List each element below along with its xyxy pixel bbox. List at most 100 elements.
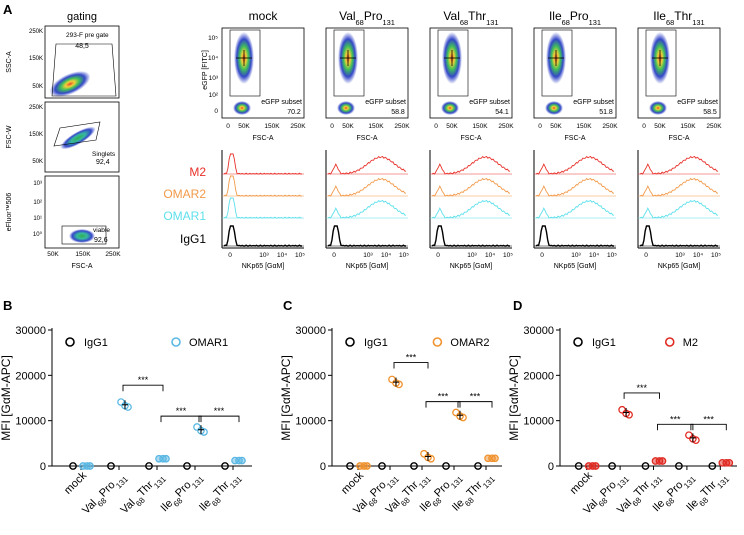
histogram-xtick: 0 (436, 252, 440, 259)
egfp-subset-label: eGFP subset (677, 99, 718, 106)
scatter-xtick: 250K (394, 123, 410, 130)
histogram-xtick: 10³ (675, 252, 685, 259)
gating-xtick-50k: 50K (47, 251, 59, 258)
scatter-xtick: 0 (330, 123, 334, 130)
tick-efluor-1e0: 10⁰ (33, 231, 43, 238)
significance-label: *** (438, 392, 449, 402)
scatter-xtick: 150K (680, 123, 696, 130)
point-isotype (708, 462, 717, 470)
scatter-ytick-1e4: 10⁴ (208, 55, 218, 62)
egfp-gate (541, 29, 573, 97)
scatter-ytick-1e2: 10² (209, 92, 219, 99)
y-tick-label: 10000 (295, 416, 326, 428)
legend-isotype-marker (573, 337, 583, 347)
histogram-omar2 (327, 177, 407, 197)
egfp-negative-density (545, 101, 563, 115)
legend-antibody-label: OMAR2 (450, 337, 489, 349)
histogram-m2 (327, 155, 407, 175)
scatter-ytick-1e3: 10³ (209, 75, 219, 82)
egfp-subset-label: eGFP subset (365, 99, 406, 106)
y-tick-label: 0 (320, 461, 326, 473)
point-isotype (183, 462, 191, 470)
scatter-xtick: 50K (550, 123, 562, 130)
point-isotype (474, 462, 482, 470)
point-isotype (346, 462, 354, 470)
egfp-negative-density (649, 101, 667, 115)
point-antibody (360, 462, 368, 470)
egfp-subset-value: 58.8 (391, 109, 405, 116)
histogram-xtick: 10⁴ (589, 252, 599, 259)
histogram-xtick: 10⁴ (485, 252, 495, 259)
point-antibody (159, 454, 167, 463)
y-axis-label: MFI [GαM-APC] (279, 355, 293, 441)
histogram-xtick: 10⁵ (503, 252, 513, 259)
column-title: mock (249, 9, 279, 23)
scatter-xlabel: FSC-A (461, 135, 482, 142)
scatter-xtick: 150K (472, 123, 488, 130)
gating-xtick-150k: 150K (75, 251, 91, 258)
tick-fscw-50k: 50K (32, 159, 43, 165)
gating-ylabel-ssc: SSC-A (6, 51, 13, 73)
egfp-negative-density (337, 101, 355, 115)
tick-fscw-150k: 150K (29, 132, 43, 138)
egfp-subset-value: 70.2 (287, 109, 301, 116)
scatter-xtick: 250K (706, 123, 722, 130)
histogram-xtick: 10³ (571, 252, 581, 259)
scatter-xtick: 150K (368, 123, 384, 130)
column-4: Ile68Thr131 eGFP subset 58.5 0 50K 150K 250K FS… (637, 9, 722, 270)
legend-antibody-label: OMAR1 (189, 337, 228, 349)
histogram-xlabel: NKp65 [GαM] (346, 263, 389, 270)
significance-bracket (690, 423, 727, 431)
histogram-xtick: 0 (644, 252, 648, 259)
column-3: Ile68Pro131 eGFP subset 51.8 0 50K 150K 250K FS… (533, 9, 618, 270)
egfp-subset-value: 51.8 (599, 109, 613, 116)
point-antibody (722, 458, 731, 467)
histogram-igg1 (535, 225, 614, 247)
column-1: Val68Pro131 eGFP subset 58.8 0 50K 150K 250K FS… (325, 9, 410, 270)
gating-value-fscw: 92,4 (96, 159, 110, 166)
category-label: mock (339, 469, 366, 496)
histogram-omar1 (431, 199, 511, 219)
y-tick-label: 0 (40, 461, 46, 473)
y-tick-label: 20000 (15, 370, 46, 382)
tick-ssc-250k: 250K (29, 29, 43, 35)
scatter-frame (221, 27, 305, 119)
histogram-xtick: 10⁵ (295, 252, 305, 259)
scatter-xtick: 150K (576, 123, 592, 130)
gating-plot-ssc: SSC-A 250K 150K 50K 293-F pre gate 48,5 (6, 25, 120, 99)
legend-antibody-marker (432, 337, 443, 347)
egfp-subset-value: 58.5 (703, 109, 717, 116)
histogram-omar1 (223, 197, 302, 219)
scatter-histogram-columns: mock eGFP subset 70.2 0 50K 150K 250K FSC-A 0 10³… (221, 9, 722, 270)
histogram-xtick: 10³ (259, 252, 269, 259)
histogram-igg1 (327, 225, 406, 247)
scatter-xtick: 250K (498, 123, 514, 130)
histogram-omar2 (639, 177, 719, 197)
histogram-omar2 (431, 177, 511, 197)
y-axis-label: MFI [GαM-APC] (0, 355, 13, 441)
scatter-xlabel: FSC-A (253, 135, 274, 142)
gating-plot-fscw: FSC-W 250K 150K 50K Singlets 92,4 (6, 101, 120, 173)
histogram-igg1 (639, 225, 718, 247)
point-isotype (378, 462, 386, 470)
column-title: Val68Pro131 (339, 9, 395, 27)
histogram-xlabel: NKp65 [GαM] (242, 263, 285, 270)
scatter-xtick: 250K (290, 123, 306, 130)
y-tick-label: 10000 (523, 416, 554, 428)
legend-isotype-label: IgG1 (84, 337, 108, 349)
legend-antibody-marker (171, 337, 181, 347)
legend-antibody-label: M2 (683, 337, 698, 349)
significance-bracket (393, 362, 429, 369)
histogram-omar2 (223, 175, 302, 197)
category-label: Ile68Pro131 (159, 469, 206, 516)
panel-letter-c: C (283, 298, 293, 313)
tick-ssc-50k: 50K (32, 84, 43, 90)
significance-bracket (657, 423, 694, 431)
scatter-xlabel: FSC-A (565, 135, 586, 142)
scatter-xtick: 250K (602, 123, 618, 130)
histogram-xlabel: NKp65 [GαM] (450, 263, 493, 270)
scatter-frame (325, 27, 409, 119)
